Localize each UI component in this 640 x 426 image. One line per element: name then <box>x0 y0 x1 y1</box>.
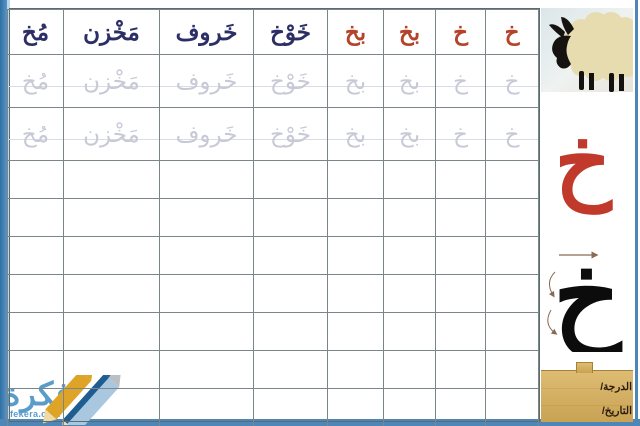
svg-text:خ: خ <box>553 238 623 352</box>
svg-text:خ: خ <box>555 112 614 215</box>
